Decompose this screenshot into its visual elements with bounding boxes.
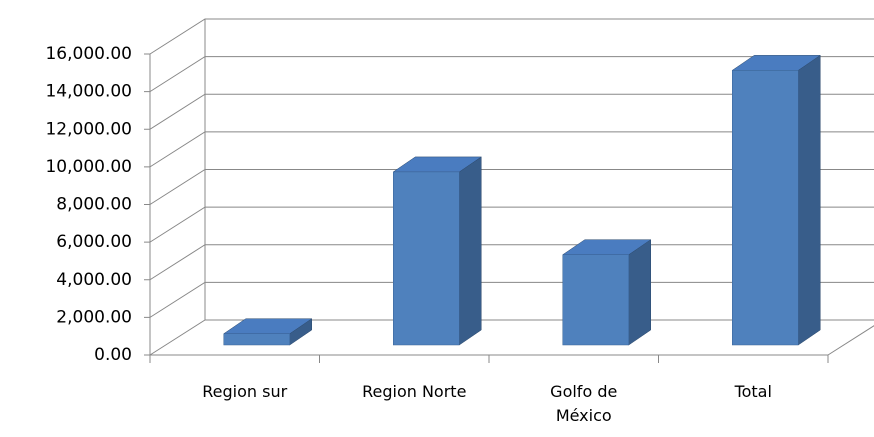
y-tick-label: 14,000.00 (45, 82, 132, 102)
grid-line (149, 18, 874, 55)
bar-front (393, 171, 460, 346)
grid-line (149, 169, 874, 205)
y-tick-label: 12,000.00 (45, 119, 132, 139)
bar-side (628, 239, 651, 346)
y-tick-label: 4,000.00 (56, 270, 132, 290)
grid-line (149, 131, 874, 168)
bar-front (732, 70, 799, 346)
x-tick-label: Region Norte (362, 382, 467, 401)
x-tick-label: Golfo de México (550, 382, 618, 425)
bar (561, 239, 652, 346)
y-tick-label: 6,000.00 (56, 232, 132, 252)
y-tick-label: 16,000.00 (45, 44, 132, 64)
grid-line (149, 244, 874, 281)
bar-side (798, 54, 821, 346)
grid-line (149, 93, 874, 130)
bar (392, 156, 483, 346)
bar-front (223, 333, 290, 346)
grid-line (149, 56, 874, 93)
y-tick-label: 10,000.00 (45, 157, 132, 177)
bar (222, 318, 313, 346)
grid-line (149, 281, 874, 318)
grid-line (149, 319, 874, 356)
y-tick-label: 0.00 (94, 345, 132, 365)
bar-side (459, 156, 482, 346)
bar-front (562, 254, 629, 346)
x-tick-label: Region sur (202, 382, 288, 401)
grid-line (149, 206, 874, 243)
y-tick-label: 2,000.00 (56, 307, 132, 327)
bar (731, 54, 822, 346)
x-tick-label: Total (734, 382, 772, 401)
floor-edge (827, 325, 874, 356)
y-tick-label: 8,000.00 (56, 195, 132, 215)
